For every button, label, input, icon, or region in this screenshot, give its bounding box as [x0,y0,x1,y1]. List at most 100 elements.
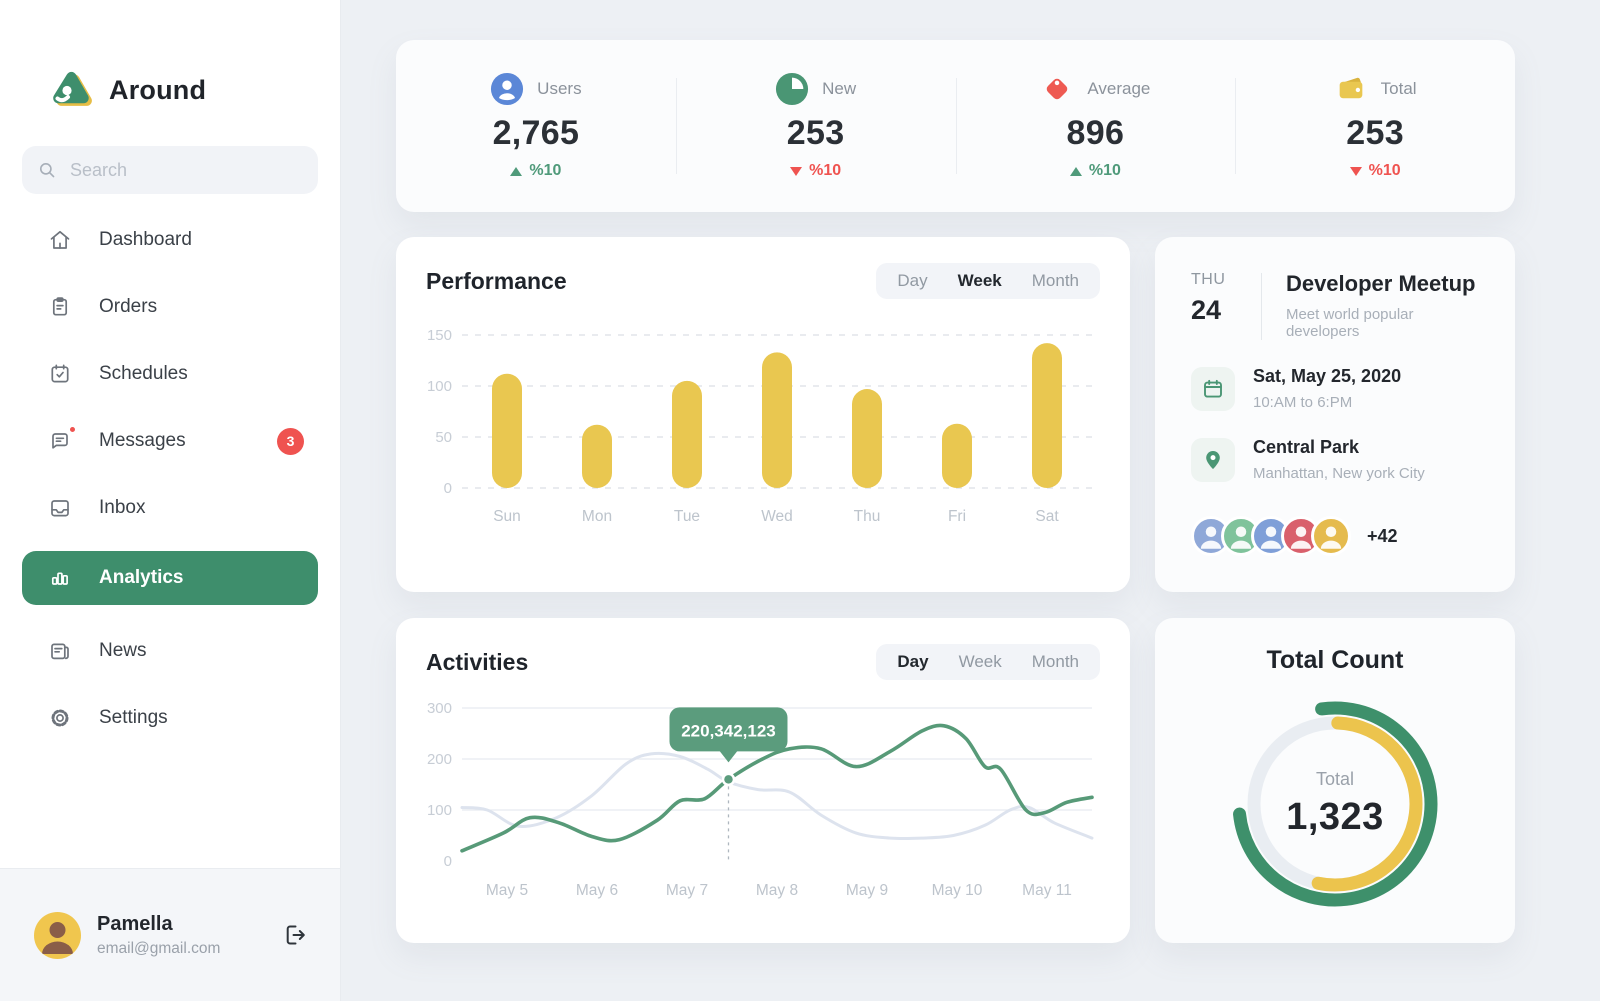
stat-delta-value: %10 [1368,162,1401,179]
stat-label: Average [1087,79,1151,98]
tab-week[interactable]: Week [957,271,1002,290]
sidebar-item-label: Settings [99,707,168,728]
location-pin-icon [1191,437,1235,482]
sidebar-item-news[interactable]: News [22,627,318,675]
user-icon [491,72,524,106]
svg-text:220,342,123: 220,342,123 [681,721,776,740]
search-box[interactable] [22,146,318,194]
stat-delta-value: %10 [809,162,842,179]
x-label: Sun [493,508,521,525]
x-label: May 6 [576,882,618,899]
sidebar-item-orders[interactable]: Orders [22,283,318,331]
series-previous [460,751,1094,841]
stat-delta-value: %10 [1088,162,1121,179]
stat-delta-value: %10 [529,162,562,179]
stat-total: Total 253 %10 [1235,72,1515,180]
tab-month[interactable]: Month [1031,652,1079,671]
x-label: Wed [761,508,793,525]
event-subtitle: Meet world popular developers [1285,306,1414,340]
bar-thu [852,389,882,488]
event-weekday: THU [1191,271,1226,288]
pie-icon [776,72,809,106]
sidebar-item-inbox[interactable]: Inbox [22,484,318,532]
event-title: Developer Meetup [1285,271,1476,296]
gear-icon [47,705,73,731]
sidebar-item-label: Messages [99,430,186,451]
x-label: May 8 [756,882,798,899]
stat-value: 253 [786,114,845,152]
event-location-text: Central Park [1253,437,1360,457]
sidebar: Around Dashboard Orders [0,0,341,1001]
calendar-icon [1191,366,1235,411]
sidebar-item-dashboard[interactable]: Dashboard [22,216,318,264]
sidebar-item-label: Dashboard [99,229,192,250]
event-datetime-row: Sat, May 25, 2020 10:AM to 6:PM [1191,366,1481,411]
logout-button[interactable] [280,920,310,950]
bar-tue [672,380,702,488]
data-point-marker [721,772,736,787]
inbox-icon [47,495,73,521]
activities-card: Activities Day Week Month 300 200 100 0 May … [396,618,1130,943]
tab-day[interactable]: Day [897,652,929,671]
donut-arc-inner-yellow [1311,716,1423,892]
y-tick: 300 [427,700,452,717]
x-label: May 5 [486,882,528,899]
calendar-check-icon [47,361,73,387]
unread-dot [68,425,77,434]
performance-title: Performance [426,267,567,294]
search-icon [39,162,55,178]
stat-value: 2,765 [492,114,580,152]
sidebar-item-label: Inbox [99,497,146,518]
user-meta: Pamella email@gmail.com [97,913,220,958]
x-label: May 11 [1022,882,1072,899]
chat-icon [47,425,77,454]
down-triangle-icon [790,166,803,176]
performance-bar-chart: 150 100 50 0 Sun Mon Tue Wed Thu Fri Sat [427,327,1092,525]
divider [1261,273,1262,340]
y-tick: 50 [435,429,452,446]
bar-wed [762,352,792,488]
activities-line-chart: 300 200 100 0 May 5 May 6 May 7 May 8 May 9 May 1… [427,700,1094,899]
main-content: Users 2,765 %10 New 253 %10 [341,0,1600,1001]
stat-users: Users 2,765 %10 [396,72,676,180]
tab-day[interactable]: Day [897,271,928,290]
tab-month[interactable]: Month [1031,271,1079,290]
stat-average: Average 896 %10 [955,72,1236,180]
y-tick: 200 [427,751,452,768]
x-label: Sat [1035,508,1059,525]
activities-title: Activities [426,648,529,675]
y-tick: 100 [427,802,452,819]
y-tick: 150 [427,327,452,344]
wallet-icon [1339,77,1362,99]
stat-value: 896 [1066,114,1125,152]
clipboard-icon [47,294,73,320]
total-count-donut-chart [1233,701,1438,907]
x-label: Fri [948,508,966,525]
sidebar-item-label: Schedules [99,363,188,384]
bar-chart-icon [47,565,73,591]
sidebar-item-messages[interactable]: Messages 3 [22,417,318,465]
x-label: May 9 [846,882,888,899]
messages-badge: 3 [277,427,304,455]
total-count-title: Total Count [1266,646,1404,674]
sidebar-item-schedules[interactable]: Schedules [22,350,318,398]
stat-label: New [822,79,857,98]
sidebar-item-label: Analytics [99,567,184,588]
attendees-more-label: +42 [1367,525,1398,546]
stat-value: 253 [1346,114,1404,152]
news-icon [47,638,73,664]
bar-mon [582,424,612,488]
attendee-avatars: +42 [1191,516,1481,556]
event-day: 24 [1191,295,1222,325]
event-date: THU 24 [1191,271,1237,326]
sidebar-item-settings[interactable]: Settings [22,694,318,742]
event-card: THU 24 Developer Meetup Meet world popul… [1155,237,1515,592]
user-avatar[interactable] [34,911,81,959]
search-input[interactable] [70,159,302,181]
tab-week[interactable]: Week [958,652,1002,671]
performance-card: Performance Day Week Month 150 100 50 0 Sun M… [396,237,1130,592]
x-label: Mon [582,508,612,525]
sidebar-nav: Dashboard Orders Schedules Messages [22,216,318,742]
sidebar-item-analytics[interactable]: Analytics [22,551,318,605]
